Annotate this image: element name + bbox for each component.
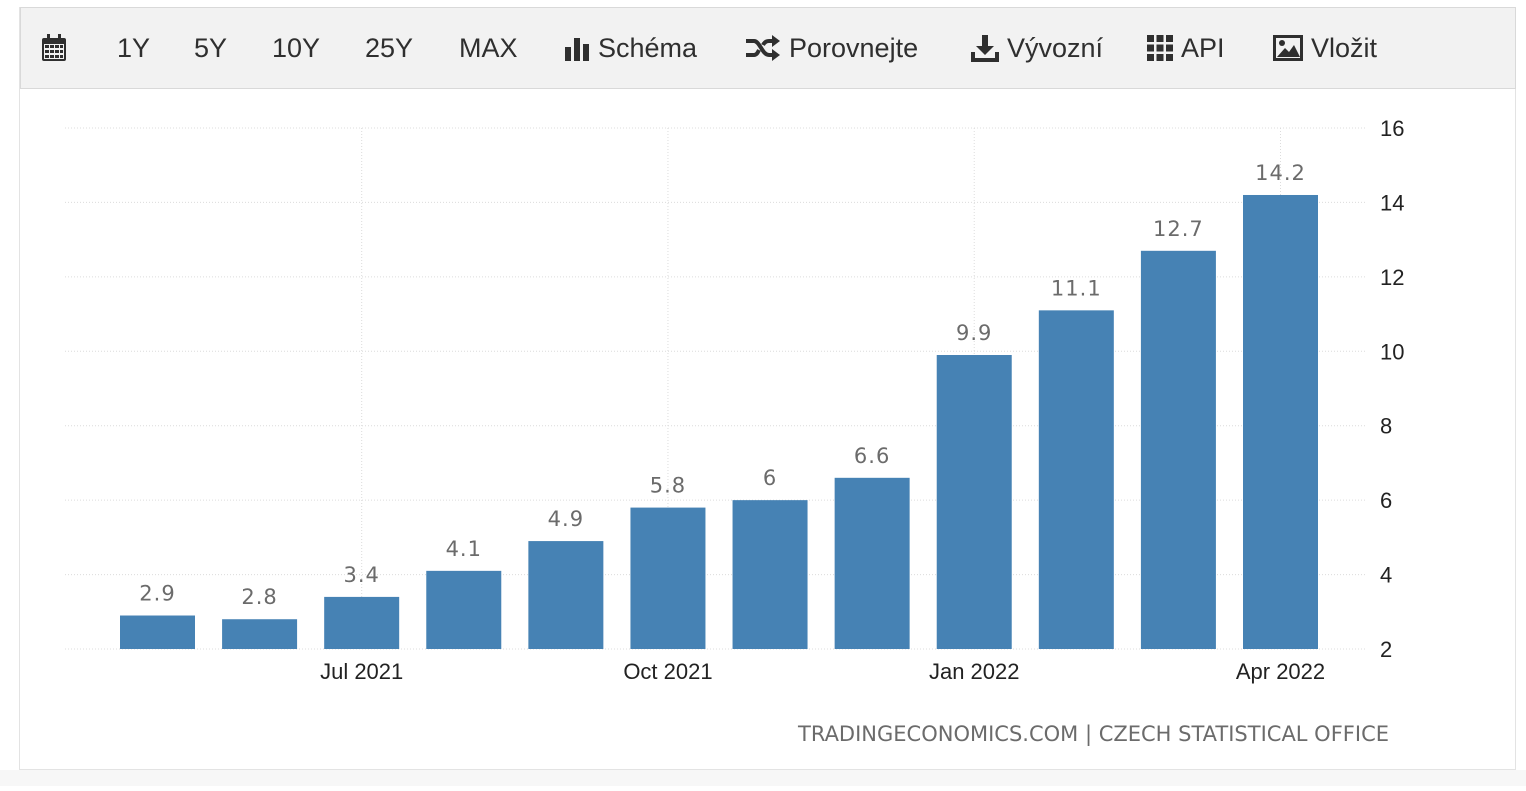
y-tick-label: 2 (1380, 637, 1392, 662)
y-tick-label: 6 (1380, 488, 1392, 513)
data-label: 3.4 (343, 563, 379, 587)
bar (732, 500, 808, 649)
bar (222, 619, 298, 649)
bottom-strip (0, 770, 1526, 786)
chart-type-button[interactable]: Schéma (564, 8, 697, 88)
data-label: 6.6 (854, 444, 890, 468)
chart-type-label: Schéma (598, 32, 698, 63)
data-label: 14.2 (1255, 161, 1306, 185)
bar (1038, 310, 1114, 649)
compare-button[interactable]: Porovnejte (745, 8, 918, 88)
data-label: 6 (763, 466, 777, 490)
api-button[interactable]: API (1147, 8, 1225, 88)
bar (1243, 194, 1318, 649)
export-label: Vývozní (1007, 32, 1104, 63)
x-tick-label: Jan 2022 (929, 659, 1020, 684)
download-icon (971, 34, 999, 62)
x-tick-label: Apr 2022 (1236, 659, 1325, 684)
range-5y-button[interactable]: 5Y (194, 32, 228, 63)
bar (936, 355, 1012, 649)
api-label: API (1181, 32, 1225, 63)
x-tick-label: Oct 2021 (623, 659, 712, 684)
bar-chart-icon (564, 35, 590, 61)
bar (324, 596, 400, 649)
data-label: 4.9 (548, 507, 584, 531)
toolbar: 1Y 5Y 10Y 25Y MAX Schéma Porovnejte (20, 7, 1516, 89)
data-label: 2.9 (139, 582, 175, 606)
embed-button[interactable]: Vložit (1273, 8, 1377, 88)
calendar-button[interactable] (41, 8, 67, 88)
data-label: 4.1 (446, 537, 482, 561)
range-1y-button[interactable]: 1Y (117, 32, 151, 63)
data-label: 11.1 (1051, 276, 1102, 300)
bar (120, 615, 195, 649)
image-icon (1273, 35, 1303, 61)
x-tick-label: Jul 2021 (320, 659, 403, 684)
grid-icon (1147, 35, 1173, 61)
data-label: 12.7 (1153, 217, 1204, 241)
chart-frame (19, 7, 1516, 770)
y-tick-label: 8 (1380, 414, 1392, 439)
bar (528, 541, 604, 649)
source-credit: TRADINGECONOMICS.COM | CZECH STATISTICAL… (797, 722, 1389, 747)
range-10y-button[interactable]: 10Y (272, 32, 321, 63)
y-tick-label: 12 (1380, 265, 1404, 290)
range-25y-button[interactable]: 25Y (365, 32, 414, 63)
y-tick-label: 14 (1380, 190, 1404, 215)
y-tick-label: 10 (1380, 339, 1404, 364)
y-tick-label: 16 (1380, 116, 1404, 141)
data-label: 9.9 (956, 321, 992, 345)
bar (426, 570, 502, 649)
range-max-button[interactable]: MAX (459, 32, 518, 63)
shuffle-icon (745, 35, 781, 61)
bar (834, 477, 910, 649)
export-button[interactable]: Vývozní (971, 8, 1103, 88)
compare-label: Porovnejte (789, 32, 919, 63)
bar (1140, 250, 1216, 650)
y-tick-label: 4 (1380, 563, 1392, 588)
embed-label: Vložit (1311, 32, 1378, 63)
calendar-icon (41, 34, 67, 62)
data-label: 2.8 (241, 585, 277, 609)
data-label: 5.8 (650, 474, 686, 498)
bar (630, 507, 706, 649)
